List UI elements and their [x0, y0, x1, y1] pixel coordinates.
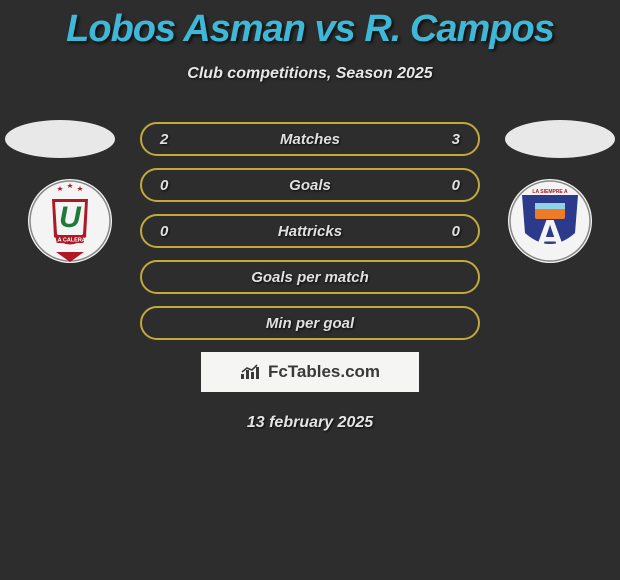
stats-panel: 2 Matches 3 0 Goals 0 0 Hattricks 0 Goal… [140, 122, 480, 432]
stat-right-value: 0 [452, 177, 460, 194]
chart-icon [240, 363, 262, 381]
stat-row-matches: 2 Matches 3 [140, 122, 480, 156]
stat-label: Hattricks [278, 223, 342, 240]
stat-left-value: 0 [160, 177, 168, 194]
stat-row-gpm: Goals per match [140, 260, 480, 294]
stat-label: Goals per match [251, 269, 369, 286]
stat-row-goals: 0 Goals 0 [140, 168, 480, 202]
stat-label: Goals [289, 177, 331, 194]
stat-right-value: 3 [452, 131, 460, 148]
watermark-text: FcTables.com [268, 362, 380, 382]
stat-row-hattricks: 0 Hattricks 0 [140, 214, 480, 248]
stat-left-value: 2 [160, 131, 168, 148]
stat-label: Min per goal [266, 315, 354, 332]
date-label: 13 february 2025 [140, 414, 480, 432]
page-title: Lobos Asman vs R. Campos [0, 0, 620, 51]
page-subtitle: Club competitions, Season 2025 [0, 65, 620, 83]
team-badge-right: A LA SIEMPRE A [500, 177, 600, 265]
team-badge-left: U LA CALERA [20, 177, 120, 265]
svg-text:LA CALERA: LA CALERA [54, 238, 86, 244]
player-head-right [505, 120, 615, 158]
svg-text:U: U [59, 201, 82, 234]
stat-label: Matches [280, 131, 340, 148]
player-head-left [5, 120, 115, 158]
stat-row-mpg: Min per goal [140, 306, 480, 340]
svg-text:LA SIEMPRE A: LA SIEMPRE A [532, 189, 568, 195]
watermark-badge: FcTables.com [201, 352, 419, 392]
stat-right-value: 0 [452, 223, 460, 240]
stat-left-value: 0 [160, 223, 168, 240]
